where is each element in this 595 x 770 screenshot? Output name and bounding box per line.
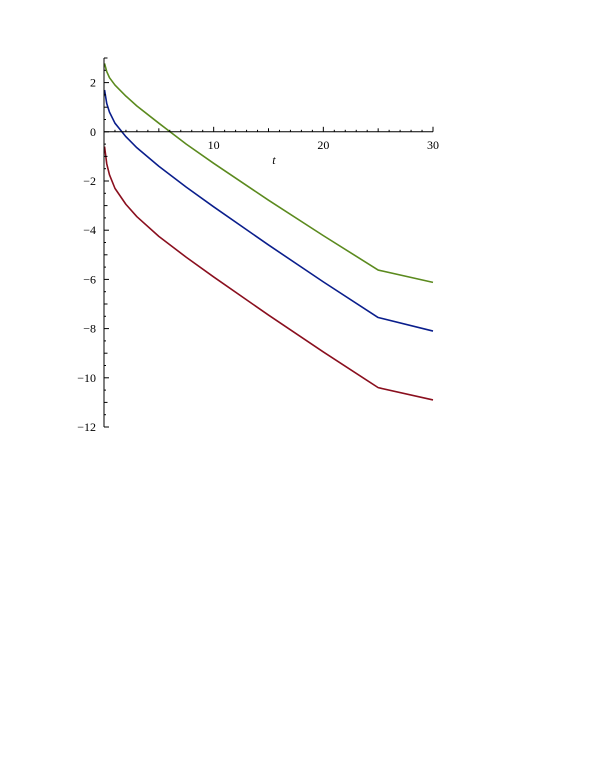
x-tick-label: 30 xyxy=(427,138,439,152)
x-tick-label: 10 xyxy=(208,138,220,152)
y-tick-label: −12 xyxy=(77,420,96,434)
x-axis-label: t xyxy=(272,153,276,167)
y-tick-label: −6 xyxy=(83,272,96,286)
series-line-3 xyxy=(103,146,434,401)
x-tick-label: 20 xyxy=(317,138,329,152)
series-layer xyxy=(103,63,434,401)
series-line-2 xyxy=(103,89,434,332)
y-tick-label: 2 xyxy=(90,76,96,90)
x-ticks: 10 20 30 xyxy=(114,126,439,152)
y-ticks: 2 0 −2 −4 −6 −8 −10 −12 xyxy=(77,57,109,434)
y-tick-label: −2 xyxy=(83,174,96,188)
y-tick-label: −4 xyxy=(83,223,96,237)
y-tick-label: −10 xyxy=(77,371,96,385)
y-tick-label: −8 xyxy=(83,322,96,336)
y-tick-label: 0 xyxy=(90,125,96,139)
series-line-1 xyxy=(103,63,434,284)
